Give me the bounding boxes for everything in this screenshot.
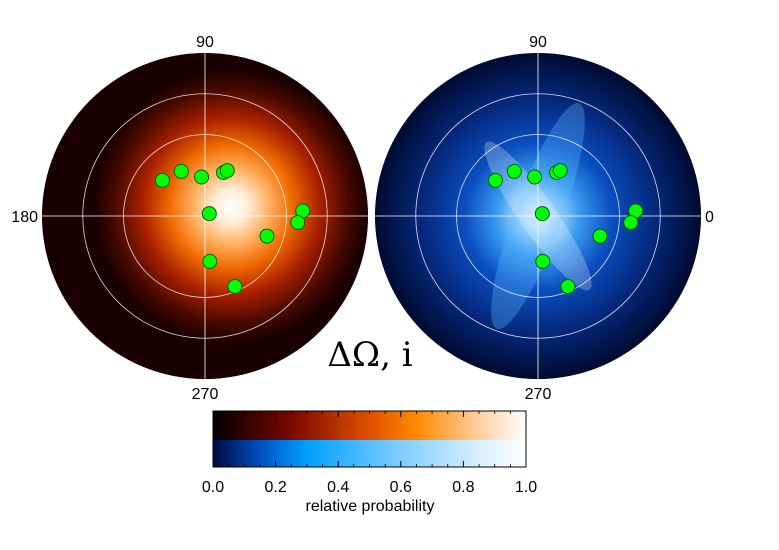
angle-label-side: 0 bbox=[705, 209, 714, 226]
polar-panel-left: 90 180 270 bbox=[11, 34, 368, 403]
colorbar: 0.0 0.2 0.4 0.6 0.8 1.0 relative probability bbox=[202, 410, 537, 515]
colorbar-label: relative probability bbox=[306, 498, 435, 515]
data-point bbox=[535, 253, 551, 269]
polar-panel-right: 90 0 270 bbox=[375, 34, 714, 403]
colorbar-tick-label: 0.4 bbox=[327, 479, 349, 496]
colorbar-tick-label: 0.8 bbox=[452, 479, 474, 496]
angle-label-bottom: 270 bbox=[192, 386, 219, 403]
figure-title: ΔΩ, i bbox=[327, 335, 412, 375]
data-point bbox=[534, 206, 550, 222]
data-point bbox=[290, 215, 306, 230]
colorbar-ticks: 0.0 0.2 0.4 0.6 0.8 1.0 bbox=[202, 411, 537, 496]
angle-label-side: 180 bbox=[11, 209, 38, 226]
data-point bbox=[560, 279, 576, 294]
data-point bbox=[201, 206, 217, 222]
colorbar-blue-strip bbox=[213, 440, 526, 467]
data-point bbox=[259, 228, 275, 244]
angle-label-bottom: 270 bbox=[525, 386, 552, 403]
colorbar-tick-label: 0.6 bbox=[390, 479, 412, 496]
data-point bbox=[155, 172, 170, 188]
data-point bbox=[592, 228, 608, 244]
colorbar-tick-label: 1.0 bbox=[515, 479, 537, 496]
data-point bbox=[552, 163, 568, 179]
data-point bbox=[527, 169, 543, 185]
data-point bbox=[219, 163, 235, 179]
data-point bbox=[488, 172, 503, 188]
data-point bbox=[623, 215, 639, 230]
angle-label-top: 90 bbox=[529, 34, 547, 51]
angle-label-top: 90 bbox=[196, 34, 214, 51]
data-point bbox=[227, 279, 243, 294]
data-point bbox=[173, 163, 189, 179]
data-point bbox=[202, 253, 218, 269]
colorbar-tick-label: 0.2 bbox=[264, 479, 286, 496]
data-point bbox=[506, 163, 522, 179]
colorbar-tick-label: 0.0 bbox=[202, 479, 224, 496]
colorbar-red-strip bbox=[213, 411, 526, 440]
data-point bbox=[194, 169, 210, 185]
